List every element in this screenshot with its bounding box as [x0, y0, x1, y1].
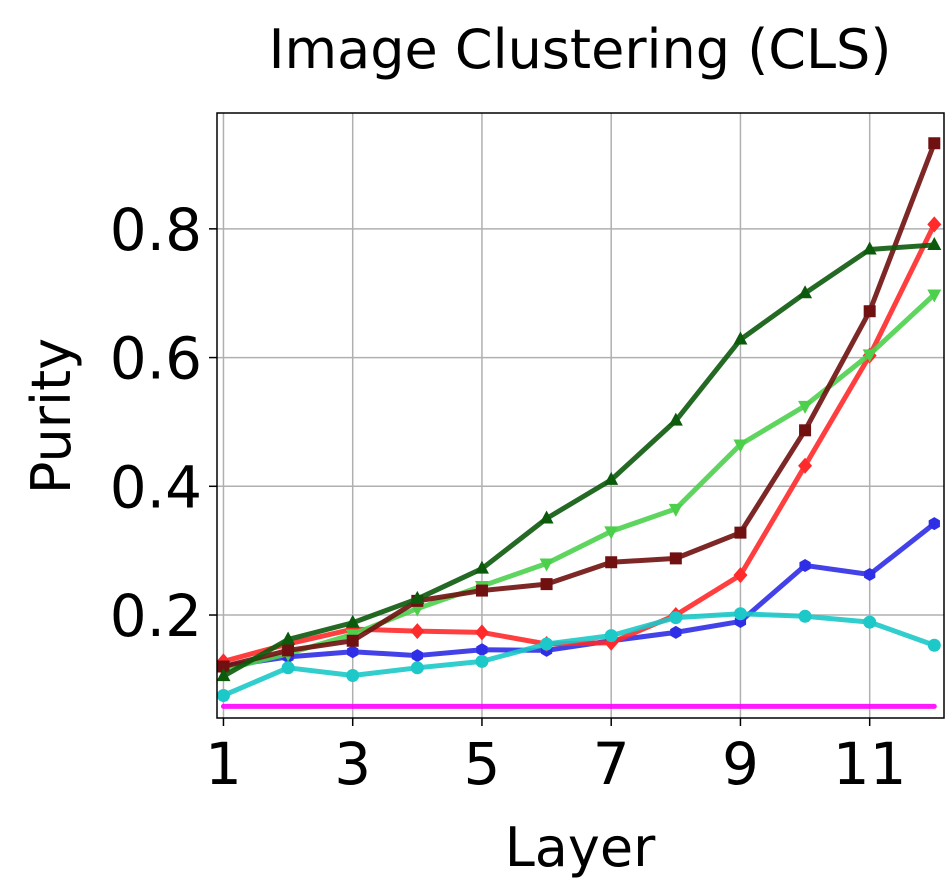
square-marker — [282, 644, 295, 657]
triangle-up-marker — [281, 631, 296, 645]
hexagon-marker — [411, 649, 423, 663]
circle-marker — [540, 637, 554, 651]
x-tick-label: 5 — [463, 730, 500, 798]
series-7 — [216, 236, 942, 682]
circle-marker — [216, 688, 230, 702]
triangle-up-marker — [474, 560, 489, 574]
circle-marker — [475, 654, 489, 668]
triangle-up-marker — [345, 614, 360, 628]
square-marker — [605, 556, 618, 569]
triangle-up-marker — [410, 590, 425, 604]
x-axis: 1 3 5 7 9 11 — [205, 718, 907, 798]
triangle-up-marker — [668, 412, 683, 426]
triangle-up-marker — [216, 668, 231, 682]
diamond-marker — [474, 624, 489, 641]
diamond-marker — [733, 567, 748, 584]
triangle-up-marker — [733, 331, 748, 345]
y-axis-label: Purity — [20, 338, 83, 494]
triangle-up-marker — [539, 510, 554, 524]
circle-marker — [604, 629, 618, 643]
series-line — [220, 242, 937, 679]
circle-marker — [346, 669, 360, 683]
triangle-down-marker — [668, 503, 683, 517]
x-tick-label: 9 — [722, 730, 759, 798]
x-tick-label: 11 — [833, 730, 907, 798]
square-marker — [475, 584, 488, 597]
circle-marker — [733, 607, 747, 621]
square-marker — [799, 424, 812, 437]
series-line — [220, 221, 937, 664]
y-tick-label: 0.2 — [110, 582, 202, 650]
triangle-down-marker — [862, 349, 877, 363]
series-4 — [216, 607, 941, 702]
hexagon-marker — [799, 558, 811, 572]
hexagon-marker — [670, 625, 682, 639]
triangle-down-marker — [539, 558, 554, 572]
hexagon-marker — [864, 567, 876, 581]
triangle-down-marker — [604, 526, 619, 540]
square-marker — [928, 137, 941, 150]
circle-marker — [669, 611, 683, 625]
square-marker — [734, 526, 747, 539]
series-line — [220, 292, 937, 673]
series-line — [220, 611, 937, 698]
x-tick-label: 1 — [205, 730, 242, 798]
x-tick-label: 3 — [334, 730, 371, 798]
triangle-down-marker — [733, 439, 748, 453]
triangle-up-marker — [604, 471, 619, 485]
series-3 — [216, 216, 942, 670]
hexagon-marker — [347, 645, 359, 659]
circle-marker — [863, 615, 877, 629]
x-axis-label: Layer — [505, 816, 656, 879]
hexagon-marker — [928, 517, 940, 531]
hexagon-marker — [476, 643, 488, 657]
circle-marker — [927, 638, 941, 652]
diamond-marker — [927, 216, 942, 233]
triangle-down-marker — [798, 400, 813, 414]
triangle-up-marker — [927, 236, 942, 250]
square-marker — [540, 578, 553, 591]
square-marker — [217, 660, 230, 673]
y-tick-label: 0.4 — [110, 453, 202, 521]
x-tick-label: 7 — [593, 730, 630, 798]
circle-marker — [410, 661, 424, 675]
grid — [217, 113, 944, 718]
diamond-marker — [410, 623, 425, 640]
diamond-marker — [798, 457, 813, 474]
y-tick-label: 0.8 — [110, 196, 202, 264]
square-marker — [669, 552, 682, 565]
y-axis: 0.2 0.4 0.6 0.8 — [110, 196, 217, 650]
triangle-down-marker — [927, 289, 942, 303]
triangle-up-marker — [862, 241, 877, 255]
circle-marker — [798, 609, 812, 623]
y-tick-label: 0.6 — [110, 325, 202, 393]
series-6 — [217, 137, 941, 673]
triangle-up-marker — [798, 285, 813, 299]
plot-frame — [216, 112, 945, 719]
chart-title: Image Clustering (CLS) — [269, 18, 892, 81]
square-marker — [863, 305, 876, 318]
square-marker — [346, 634, 359, 647]
series-2 — [217, 517, 940, 674]
series-line — [220, 140, 937, 670]
circle-marker — [281, 661, 295, 675]
series-layer — [216, 137, 942, 709]
